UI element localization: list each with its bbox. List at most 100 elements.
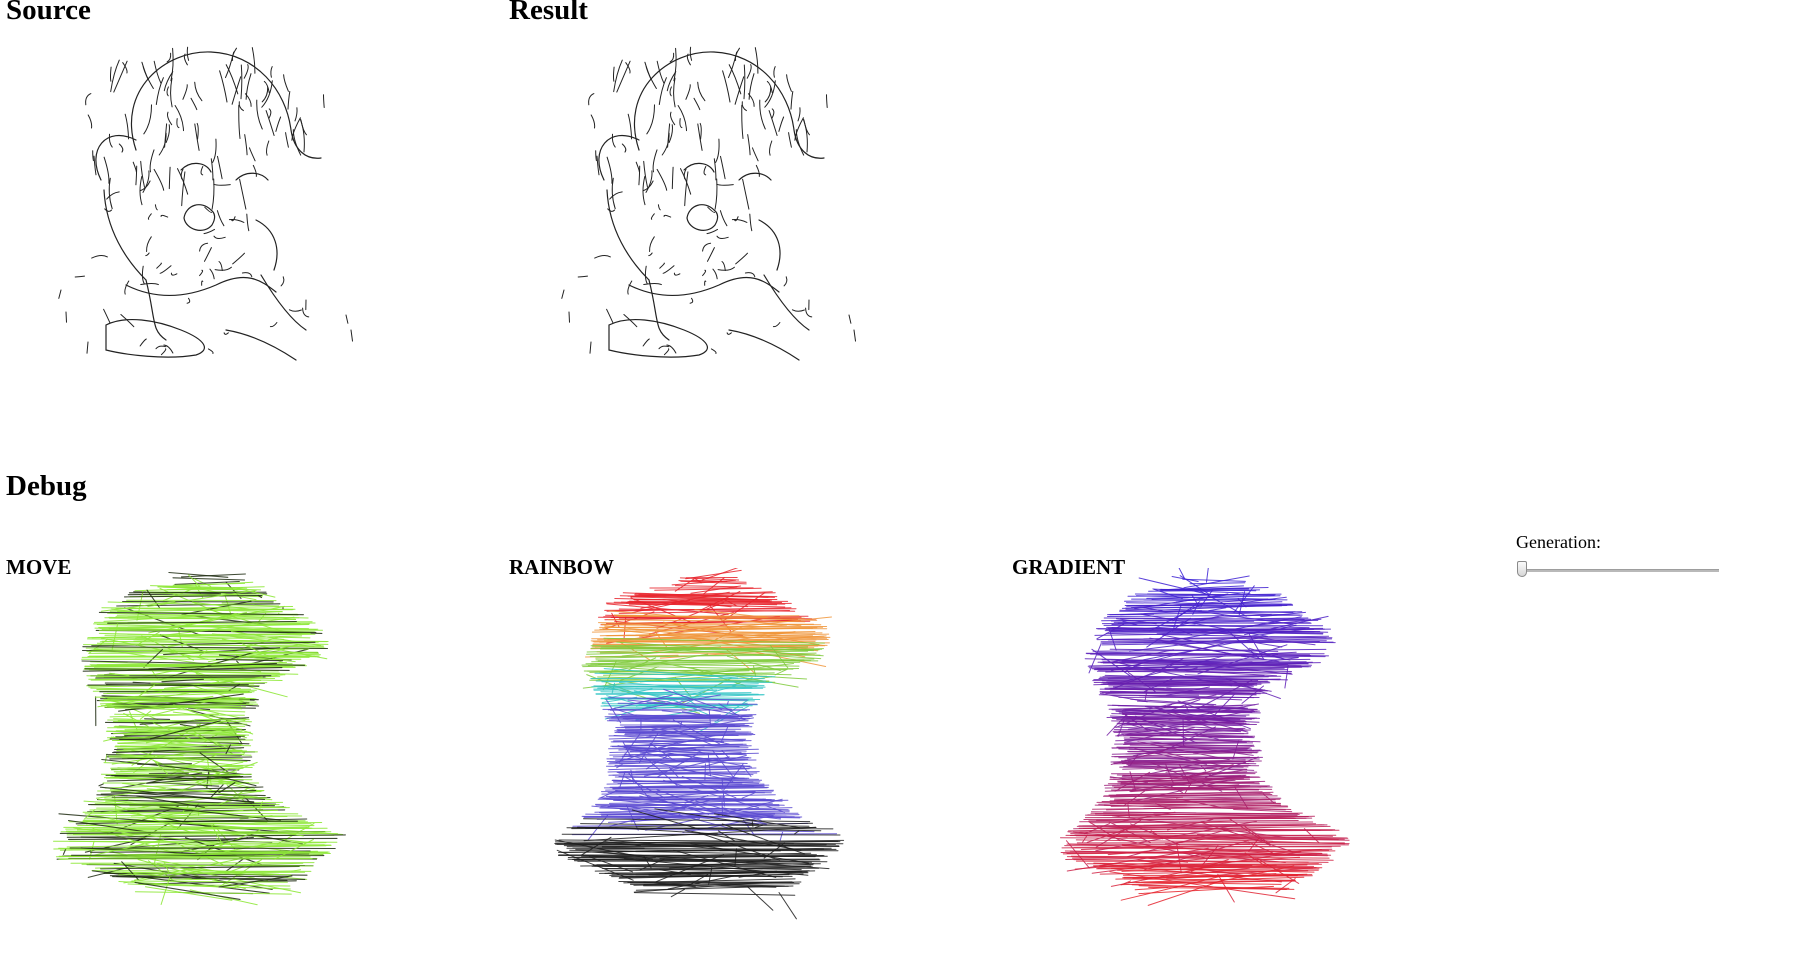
debug-stroke: [654, 808, 759, 825]
debug-stroke: [1206, 568, 1209, 583]
sketch-stroke: [160, 348, 167, 356]
debug-stroke: [595, 652, 817, 659]
sketch-stroke: [231, 216, 236, 222]
sketch-stroke: [214, 266, 232, 271]
move-heading: MOVE: [6, 555, 72, 579]
sketch-stroke: [245, 73, 252, 100]
debug-stroke: [91, 633, 316, 639]
debug-stroke: [1103, 794, 1273, 797]
sketch-tick: [86, 341, 89, 354]
debug-stroke: [1241, 596, 1287, 604]
debug-stroke: [594, 865, 802, 871]
debug-stroke: [109, 672, 130, 677]
debug-stroke: [1086, 653, 1312, 656]
debug-stroke: [55, 852, 328, 858]
debug-stroke: [88, 669, 279, 672]
debug-stroke: [602, 708, 747, 711]
debug-stroke: [1097, 654, 1326, 658]
debug-stroke: [610, 740, 744, 743]
debug-stroke: [1103, 812, 1303, 816]
debug-stroke: [109, 609, 293, 612]
debug-stroke: [1121, 658, 1263, 662]
sketch-stroke: [735, 252, 748, 265]
sketch-contour: [180, 162, 212, 173]
sketch-stroke: [265, 110, 275, 136]
sketch-stroke: [680, 168, 692, 195]
sketch-stroke: [686, 53, 691, 66]
debug-stroke: [94, 677, 257, 680]
debug-stroke: [609, 748, 759, 753]
debug-stroke: [100, 600, 176, 612]
sketch-stroke: [108, 133, 113, 148]
sketch-contour: [608, 319, 709, 358]
sketch-stroke: [783, 276, 788, 287]
debug-stroke: [569, 849, 817, 856]
debug-stroke: [1183, 764, 1234, 780]
debug-stroke: [105, 800, 269, 806]
generation-slider-track[interactable]: [1518, 569, 1719, 572]
sketch-stroke: [124, 113, 130, 140]
source-sketch: [58, 46, 353, 361]
debug-stroke: [619, 704, 749, 710]
sketch-stroke: [204, 247, 212, 262]
debug-stroke: [136, 795, 205, 808]
sketch-stroke: [734, 216, 739, 222]
debug-stroke: [164, 676, 263, 689]
sketch-stroke: [240, 64, 243, 100]
debug-stroke: [748, 650, 827, 667]
sketch-stroke: [74, 275, 85, 278]
sketch-stroke: [154, 204, 158, 211]
debug-stroke: [618, 771, 760, 774]
debug-stroke: [1244, 615, 1329, 636]
sketch-stroke: [280, 276, 285, 287]
debug-stroke: [1143, 607, 1163, 612]
sketch-stroke: [283, 74, 289, 92]
sketch-stroke: [143, 104, 152, 135]
debug-stroke: [117, 743, 252, 747]
debug-stroke: [1197, 610, 1294, 625]
generation-slider[interactable]: [1516, 559, 1721, 581]
debug-stroke: [1129, 744, 1253, 747]
sketch-stroke: [794, 117, 804, 141]
sketch-stroke: [186, 46, 190, 61]
sketch-stroke: [217, 155, 223, 180]
sketch-stroke: [166, 52, 172, 63]
sketch-stroke: [663, 348, 670, 356]
debug-stroke: [622, 592, 769, 598]
debug-stroke: [625, 602, 786, 605]
sketch-stroke: [270, 66, 273, 78]
debug-stroke: [1116, 618, 1157, 625]
debug-stroke: [558, 848, 837, 853]
move-canvas: [6, 568, 506, 968]
sketch-stroke: [140, 282, 159, 286]
debug-stroke: [1138, 885, 1274, 895]
sketch-stroke: [625, 62, 631, 74]
debug-stroke: [106, 691, 249, 694]
debug-stroke: [582, 663, 794, 689]
debug-stroke: [1106, 713, 1128, 736]
debug-stroke: [567, 858, 828, 863]
debug-stroke: [603, 672, 775, 676]
sketch-stroke: [142, 170, 150, 193]
generation-slider-thumb[interactable]: [1517, 561, 1527, 577]
debug-stroke: [112, 747, 245, 754]
debug-stroke: [1178, 568, 1185, 579]
sketch-stroke: [613, 66, 615, 82]
debug-stroke: [617, 702, 758, 705]
debug-stroke: [259, 801, 263, 809]
debug-stroke: [1138, 695, 1243, 701]
debug-stroke: [1182, 578, 1246, 582]
sketch-stroke: [677, 105, 687, 132]
debug-stroke: [1110, 756, 1251, 763]
sketch-stroke: [159, 265, 172, 274]
debug-stroke: [753, 665, 757, 677]
sketch-stroke: [648, 252, 653, 257]
sketch-contour: [260, 274, 307, 331]
sketch-contour: [763, 274, 810, 331]
sketch-stroke: [288, 309, 302, 312]
sketch-contour: [125, 276, 277, 297]
debug-stroke: [188, 574, 202, 589]
debug-stroke: [116, 606, 294, 610]
sketch-stroke: [658, 345, 670, 350]
sketch-stroke: [611, 133, 616, 148]
